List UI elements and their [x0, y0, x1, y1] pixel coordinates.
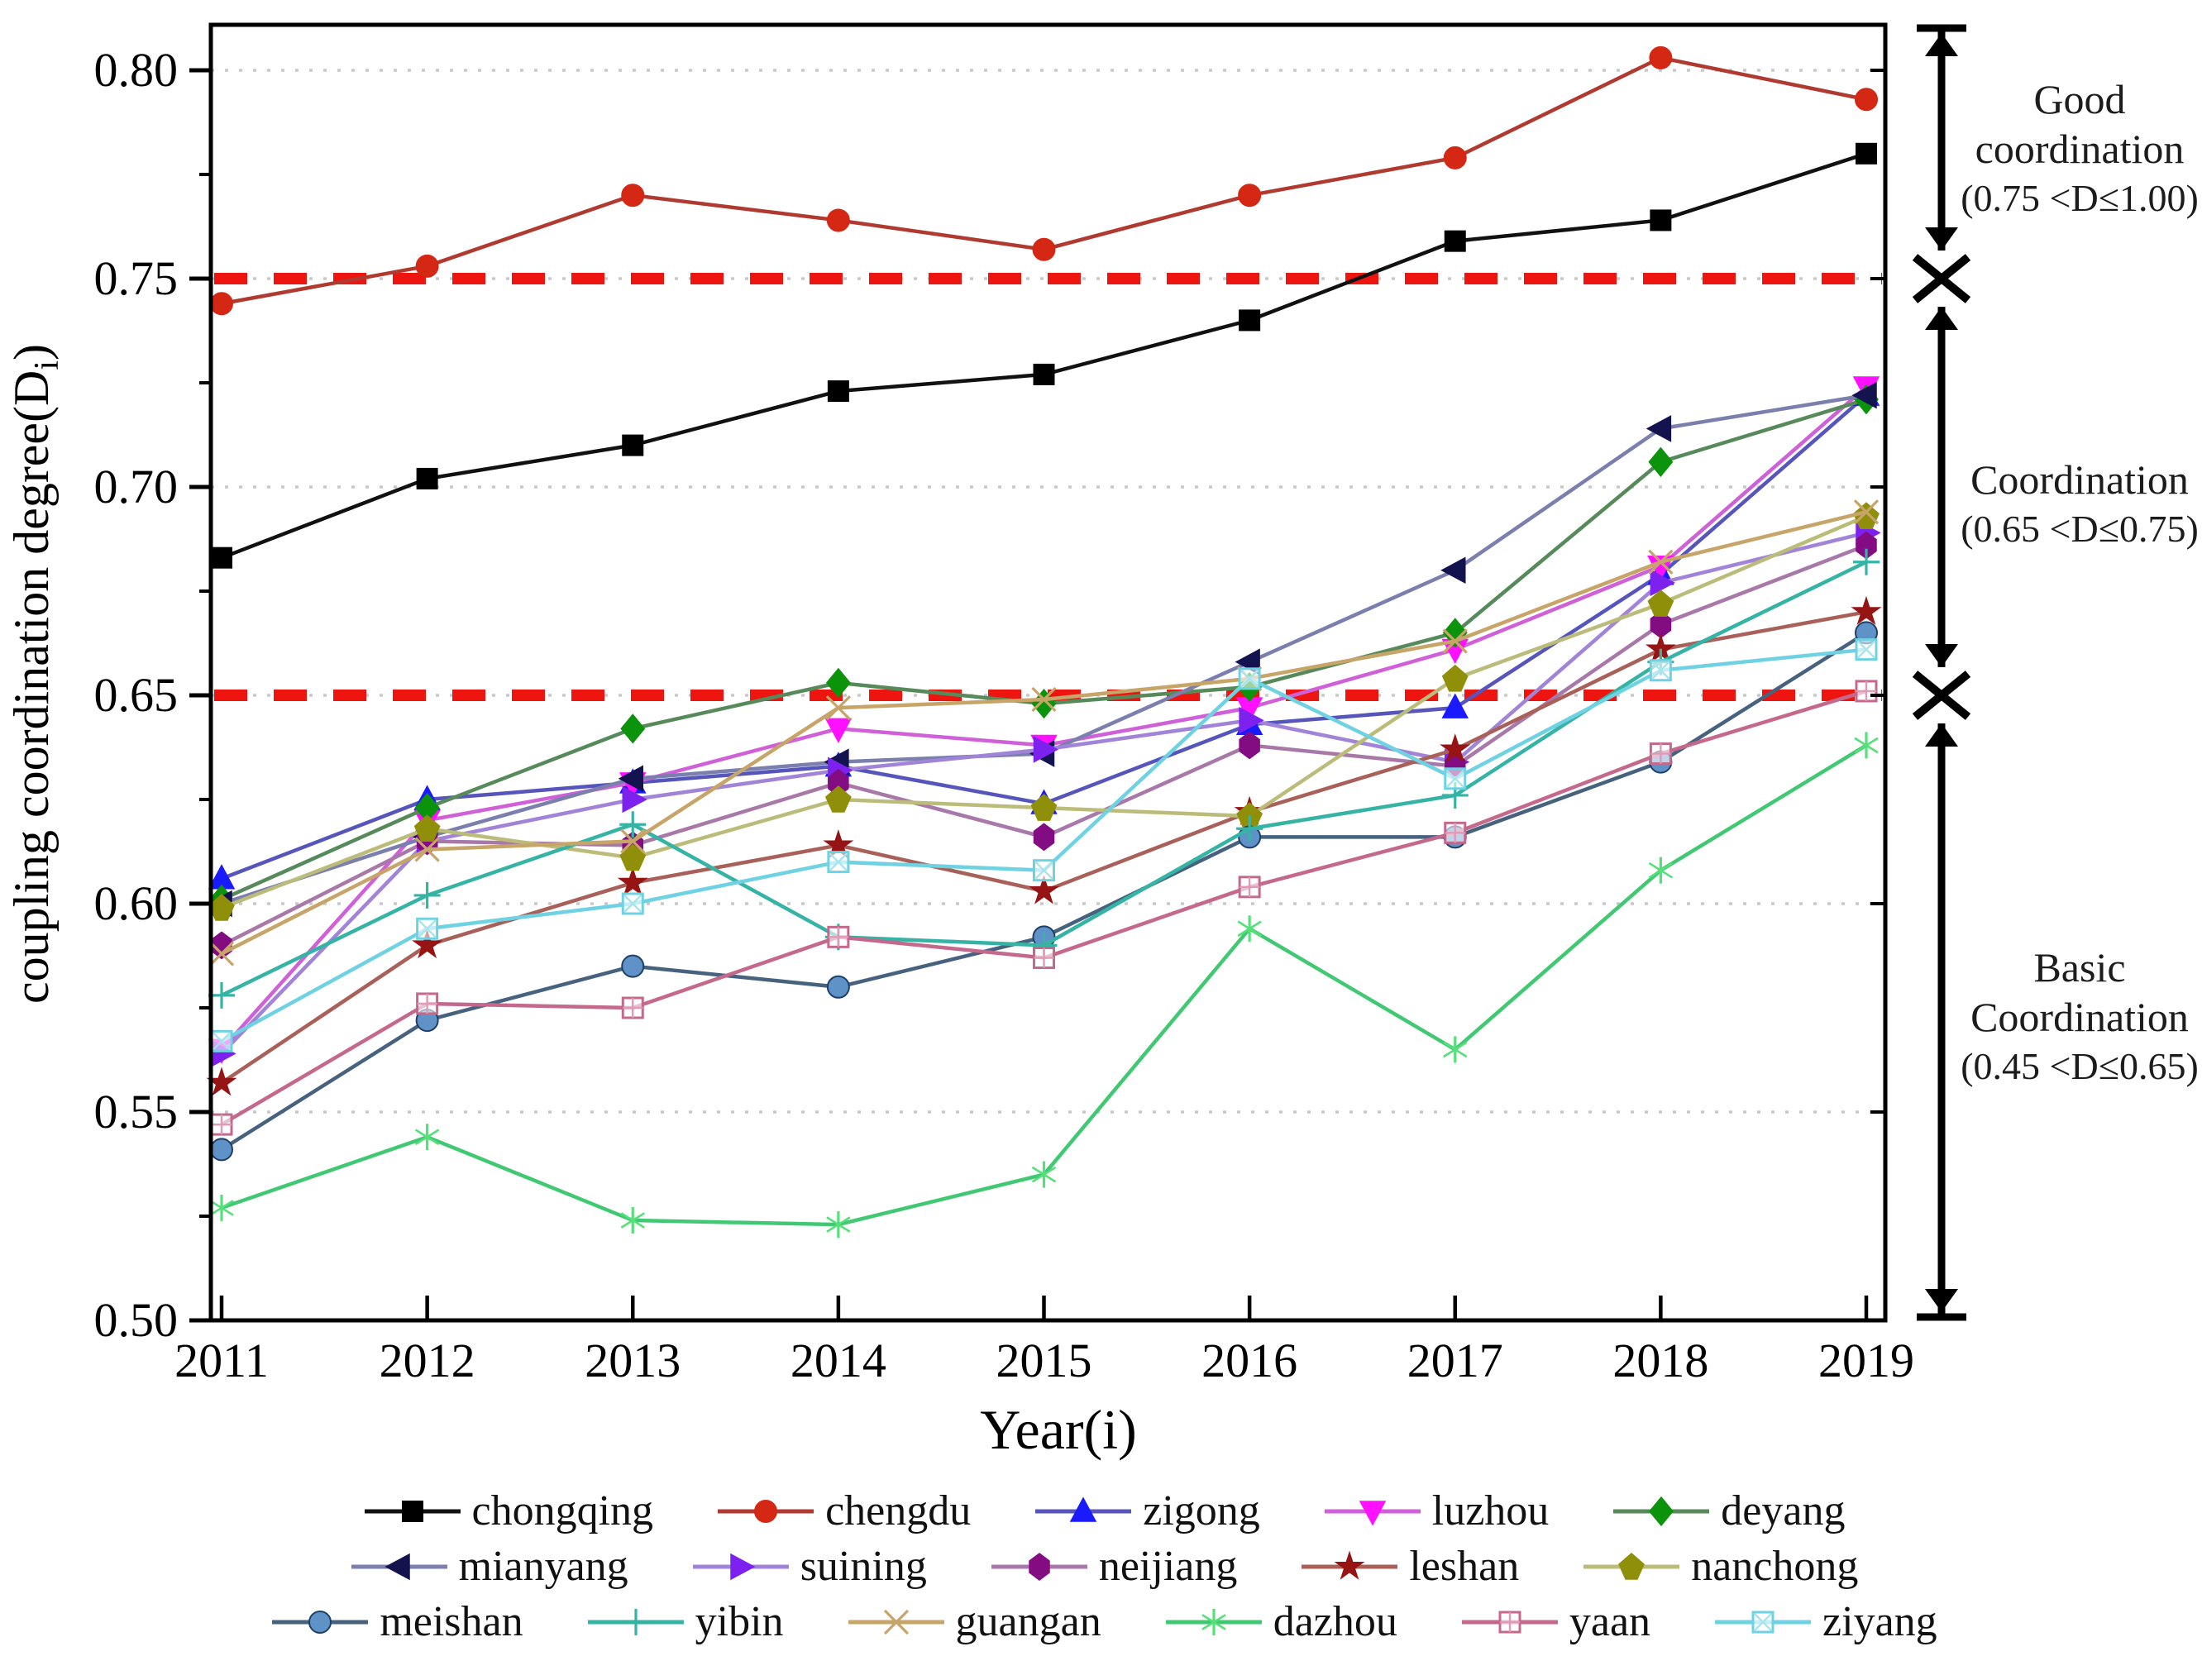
y-tick-label: 0.70: [94, 460, 179, 513]
annotation-line: Coordination: [1970, 456, 2189, 503]
annotation-line: Coordination: [1970, 994, 2189, 1040]
legend-item-luzhou: luzhou: [1323, 1487, 1550, 1535]
legend-item-leshan: leshan: [1300, 1542, 1519, 1591]
legend-row: meishan yibin guangan dazhou yaan ziyang: [99, 1597, 2109, 1646]
y-tick-label: 0.75: [94, 251, 179, 305]
annotation-line: Good: [2033, 76, 2126, 122]
legend-item-suining: suining: [691, 1542, 927, 1591]
y-tick-label: 0.55: [94, 1085, 179, 1138]
x-tick-label: 2018: [1612, 1334, 1708, 1387]
legend-label: mianyang: [458, 1543, 628, 1590]
plot-frame: [208, 22, 1888, 1323]
x-axis-title: Year(i): [980, 1398, 1137, 1461]
x-tick-label: 2011: [174, 1334, 269, 1387]
legend-row: chongqing chengdu zigong luzhou deyang: [99, 1487, 2109, 1535]
annotation-coordination: Coordination (0.65 <D≤0.75): [1943, 455, 2202, 554]
legend-marker-x-icon: [848, 1609, 944, 1635]
legend-label: meishan: [380, 1598, 523, 1645]
annotation-line: coordination: [1975, 126, 2185, 172]
legend-label: ziyang: [1822, 1598, 1937, 1645]
annotation-good-coordination: Good coordination (0.75 <D≤1.00): [1943, 74, 2202, 223]
legend-label: suining: [800, 1543, 927, 1590]
legend-item-guangan: guangan: [847, 1597, 1101, 1646]
legend-item-yaan: yaan: [1460, 1597, 1650, 1646]
series-dazhou-markers: [209, 732, 1879, 1239]
x-tick-label: 2019: [1818, 1334, 1914, 1387]
legend-item-neijiang: neijiang: [990, 1542, 1238, 1591]
legend-item-deyang: deyang: [1612, 1487, 1845, 1535]
legend-item-chongqing: chongqing: [363, 1487, 654, 1535]
legend-label: guangan: [955, 1598, 1101, 1645]
legend-marker-triangle-down-icon: [1324, 1500, 1421, 1526]
legend-item-meishan: meishan: [270, 1597, 523, 1646]
series-ziyang-markers: [210, 638, 1878, 1052]
annotation-basic-coordination: Basic Coordination (0.45 <D≤0.65): [1943, 943, 2202, 1091]
legend-label: deyang: [1721, 1487, 1846, 1534]
annotation-range: (0.65 <D≤0.75): [1961, 508, 2199, 550]
x-tick-label: 2016: [1201, 1334, 1297, 1387]
legend-marker-star-icon: [1302, 1550, 1398, 1580]
legend-label: chengdu: [825, 1487, 972, 1534]
legend-item-ziyang: ziyang: [1713, 1597, 1937, 1646]
legend-marker-pentagon-icon: [1583, 1552, 1680, 1580]
legend-marker-circle-icon: [718, 1499, 814, 1523]
y-tick-label: 0.50: [94, 1293, 179, 1347]
legend-marker-hexagon-icon: [991, 1552, 1087, 1581]
series-yaan-markers: [210, 680, 1878, 1136]
legend-item-zigong: zigong: [1034, 1487, 1260, 1535]
legend-marker-square-plus-icon: [1461, 1611, 1558, 1633]
legend-label: dazhou: [1273, 1598, 1397, 1645]
legend-label: nanchong: [1691, 1543, 1859, 1590]
legend-item-yibin: yibin: [586, 1597, 784, 1646]
annotation-range: (0.45 <D≤0.65): [1961, 1045, 2199, 1087]
legend-marker-square-x-icon: [1715, 1611, 1812, 1633]
annotation-range: (0.75 <D≤1.00): [1961, 177, 2199, 219]
legend-marker-triangle-up-icon: [1035, 1496, 1132, 1522]
legend-label: yaan: [1569, 1598, 1651, 1645]
legend-label: zigong: [1143, 1487, 1260, 1534]
x-tick-label: 2017: [1407, 1334, 1503, 1387]
legend-label: leshan: [1409, 1543, 1520, 1590]
annotation-line: Basic: [2033, 944, 2126, 990]
x-tick-label: 2014: [791, 1334, 886, 1387]
legend-marker-circle-icon: [272, 1610, 369, 1634]
legend-marker-plus-icon: [587, 1608, 684, 1635]
series-yibin-markers: [208, 548, 1880, 1009]
legend-marker-diamond-icon: [1613, 1496, 1710, 1526]
legend-item-chengdu: chengdu: [716, 1487, 971, 1535]
legend-marker-triangle-right-icon: [692, 1553, 789, 1580]
legend-label: luzhou: [1431, 1487, 1550, 1534]
y-tick-label: 0.65: [94, 668, 179, 722]
series-chengdu-markers: [210, 45, 1878, 316]
legend-row: mianyang suining neijiang leshan nanchong: [99, 1542, 2109, 1591]
series-chongqing-markers: [211, 142, 1877, 569]
axis-ticks: 0.50 0.55 0.60 0.65 0.70 0.75 0.80 2011 2012 2013…: [94, 43, 1915, 1387]
y-tick-label: 0.80: [94, 43, 179, 97]
x-tick-label: 2015: [996, 1334, 1092, 1387]
series-nanchong-markers: [208, 502, 1880, 921]
legend-item-nanchong: nanchong: [1582, 1542, 1858, 1591]
legend-marker-asterisk-icon: [1165, 1608, 1262, 1635]
legend-marker-square-icon: [364, 1500, 461, 1522]
x-tick-label: 2013: [585, 1334, 681, 1387]
x-tick-label: 2012: [380, 1334, 475, 1387]
legend-item-mianyang: mianyang: [350, 1542, 628, 1591]
y-tick-label: 0.60: [94, 876, 179, 930]
series-chengdu: [221, 55, 1867, 306]
y-axis-title: coupling coordination degree(Di): [4, 344, 66, 1004]
legend-item-dazhou: dazhou: [1164, 1597, 1397, 1646]
legend-label: yibin: [695, 1598, 784, 1645]
legend-marker-triangle-left-icon: [351, 1553, 447, 1580]
legend: chongqing chengdu zigong luzhou deyang mianya…: [99, 1487, 2109, 1653]
legend-label: neijiang: [1098, 1543, 1238, 1590]
legend-label: chongqing: [471, 1487, 654, 1534]
classification-arrow: [1912, 24, 1971, 1321]
